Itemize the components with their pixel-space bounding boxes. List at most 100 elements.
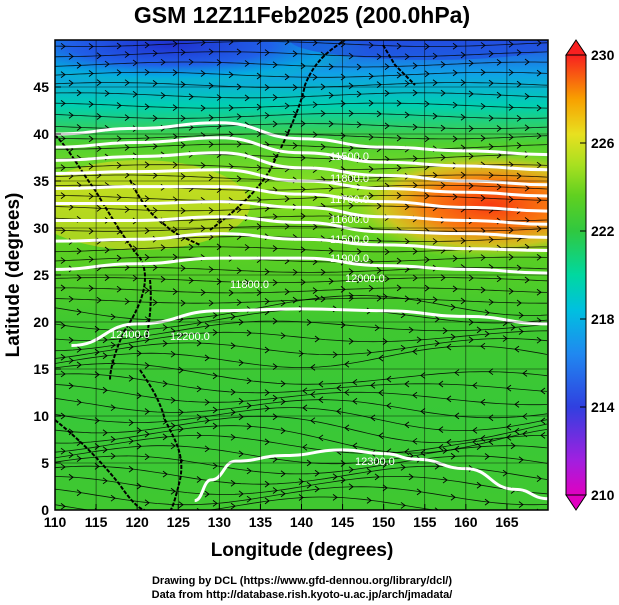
wind-arrowhead	[366, 349, 372, 356]
wind-arrowhead	[416, 488, 422, 496]
chart-title: GSM 12Z11Feb2025 (200.0hPa)	[134, 2, 470, 28]
wind-arrowhead	[488, 143, 494, 151]
wind-arrowhead	[328, 247, 334, 255]
wind-arrowhead	[228, 104, 234, 112]
wind-arrowhead	[412, 348, 418, 355]
wind-arrowhead	[264, 346, 270, 354]
wind-arrowhead	[230, 433, 236, 441]
wind-arrowhead	[432, 296, 438, 304]
wind-arrowhead	[284, 102, 290, 110]
wind-arrowhead	[60, 322, 66, 329]
wind-arrowhead	[196, 432, 202, 439]
wind-arrowhead	[200, 289, 206, 296]
wind-arrowhead	[524, 58, 530, 66]
wind-arrowhead	[366, 467, 372, 475]
wind-arrowhead	[60, 284, 66, 292]
wind-arrowhead	[128, 437, 134, 445]
wind-arrowhead	[110, 313, 116, 321]
wind-arrowhead	[434, 462, 440, 470]
wind-arrowhead	[68, 111, 74, 119]
wind-arrowhead	[68, 473, 74, 481]
wind-arrowhead	[264, 480, 270, 488]
wind-arrowhead	[264, 298, 270, 305]
wind-arrowhead	[424, 43, 430, 50]
wind-arrowhead	[496, 91, 502, 99]
wind-arrowhead	[404, 380, 410, 388]
wind-arrowhead	[180, 81, 186, 88]
wind-arrowhead	[204, 445, 210, 453]
wind-arrowhead	[408, 473, 414, 481]
wind-arrowhead	[368, 99, 374, 107]
wind-arrowhead	[460, 113, 466, 121]
wind-arrowhead	[200, 162, 206, 169]
wind-arrowhead	[508, 104, 514, 111]
wind-arrowhead	[180, 299, 186, 307]
wind-arrowhead	[524, 276, 530, 284]
wind-arrowhead	[144, 253, 150, 261]
wind-arrowhead	[60, 463, 66, 471]
contour-line-12500	[194, 448, 548, 503]
wind-arrowhead	[450, 452, 456, 460]
wind-arrowhead	[400, 344, 406, 352]
wind-arrowhead	[178, 331, 184, 339]
wind-arrowhead	[382, 338, 388, 345]
wind-arrowhead	[396, 257, 402, 265]
wind-arrowhead	[454, 369, 460, 376]
colorbar-tick-label: 214	[591, 399, 615, 415]
wind-arrowhead	[96, 296, 102, 304]
wind-arrowhead	[200, 104, 206, 112]
wind-arrowhead	[432, 52, 438, 60]
wind-arrowhead	[180, 141, 186, 149]
wind-arrowhead	[204, 322, 210, 330]
wind-arrowhead	[460, 79, 466, 86]
contour-label: 11600.0	[330, 214, 369, 226]
wind-arrowhead	[76, 61, 82, 69]
wind-arrowhead	[424, 100, 430, 108]
plot-area	[55, 40, 548, 510]
contour-label: 11500.0	[330, 151, 369, 163]
wind-arrowhead	[460, 237, 466, 245]
wind-arrowhead	[450, 333, 456, 341]
wind-arrowhead	[68, 79, 74, 87]
y-tick-label: 25	[33, 267, 49, 283]
wind-arrowhead	[318, 434, 324, 442]
wind-arrowhead	[144, 227, 150, 235]
wind-arrowhead	[328, 212, 334, 220]
wind-arrowhead	[480, 398, 486, 406]
wind-arrowhead	[374, 473, 380, 481]
wind-arrowhead	[124, 144, 130, 151]
wind-arrowhead	[208, 207, 214, 214]
wind-arrowhead	[110, 404, 116, 412]
wind-arrowhead	[540, 432, 546, 439]
wind-arrowhead	[536, 336, 542, 344]
wind-arrowhead	[212, 329, 218, 336]
wind-arrowhead	[124, 298, 130, 305]
wind-arrowhead	[136, 442, 142, 450]
wind-arrowhead	[376, 237, 382, 245]
wind-arrowhead	[160, 58, 166, 66]
wind-arrowhead	[172, 104, 178, 112]
wind-arrowhead	[518, 501, 524, 508]
wind-arrowhead	[116, 102, 122, 109]
wind-arrowhead	[496, 275, 502, 283]
wind-arrowhead	[536, 253, 542, 261]
coastline-kuril	[382, 44, 416, 86]
wind-arrowhead	[518, 456, 524, 464]
wind-arrowhead	[432, 172, 438, 179]
wind-arrowhead	[300, 212, 306, 220]
wind-arrowhead	[446, 395, 452, 403]
wind-arrowhead	[420, 449, 426, 457]
wind-arrowhead	[104, 89, 110, 97]
wind-arrowhead	[396, 192, 402, 199]
wind-arrowhead	[488, 368, 494, 376]
wind-arrowhead	[204, 417, 210, 424]
wind-arrowhead	[200, 70, 206, 77]
wind-arrowhead	[370, 382, 376, 389]
wind-arrowhead	[368, 41, 374, 49]
wind-arrowhead	[162, 433, 168, 441]
wind-arrowhead	[488, 79, 494, 87]
wind-arrowhead	[212, 311, 218, 319]
wind-arrowhead	[460, 171, 466, 179]
wind-arrowhead	[88, 43, 94, 50]
wind-arrowhead	[484, 330, 490, 338]
